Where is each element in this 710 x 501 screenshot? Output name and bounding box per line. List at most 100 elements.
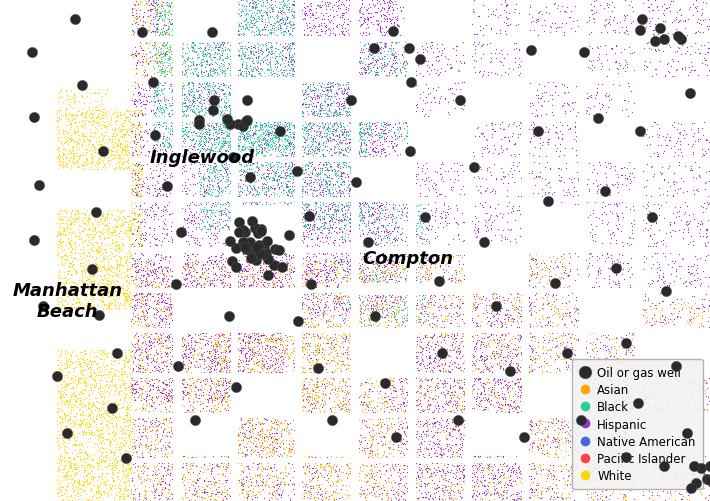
Point: [642, 104, 653, 112]
Point: [383, 425, 394, 433]
Point: [380, 254, 391, 262]
Point: [317, 347, 329, 355]
Point: [349, 475, 360, 483]
Point: [353, 212, 364, 220]
Point: [187, 180, 199, 188]
Point: [152, 95, 163, 103]
Point: [176, 87, 187, 95]
Point: [483, 332, 494, 340]
Point: [358, 398, 369, 406]
Point: [161, 284, 173, 292]
Point: [498, 286, 510, 294]
Point: [209, 481, 220, 489]
Point: [190, 390, 201, 398]
Point: [27, 382, 38, 390]
Point: [71, 189, 82, 197]
Point: [157, 60, 168, 68]
Point: [316, 189, 327, 197]
Point: [283, 6, 295, 14]
Point: [678, 225, 689, 233]
Point: [531, 113, 542, 121]
Point: [242, 310, 253, 318]
Point: [363, 125, 374, 133]
Point: [205, 222, 217, 230]
Point: [434, 99, 445, 107]
Point: [256, 339, 267, 347]
Point: [261, 169, 272, 177]
Point: [314, 102, 325, 110]
Point: [45, 101, 56, 109]
Point: [163, 62, 174, 70]
Point: [598, 198, 609, 206]
Point: [282, 352, 293, 360]
Point: [452, 279, 464, 287]
Point: [191, 479, 202, 487]
Point: [684, 367, 695, 375]
Point: [85, 292, 97, 300]
Point: [121, 249, 133, 257]
Point: [221, 220, 232, 228]
Point: [14, 231, 26, 239]
Point: [195, 220, 206, 228]
Point: [102, 436, 114, 444]
Point: [657, 298, 669, 306]
Point: [115, 404, 126, 412]
Point: [588, 11, 599, 19]
Point: [306, 60, 317, 68]
Point: [385, 140, 396, 148]
Point: [465, 324, 476, 332]
Bar: [131, 373, 710, 378]
Point: [209, 129, 221, 137]
Point: [287, 52, 298, 60]
Point: [239, 267, 251, 275]
Point: [684, 412, 696, 420]
Point: [305, 275, 317, 283]
Point: [478, 388, 489, 396]
Point: [148, 90, 160, 98]
Point: [418, 204, 430, 212]
Point: [116, 284, 128, 292]
Point: [490, 303, 501, 311]
Point: [135, 0, 146, 7]
Point: [345, 47, 356, 55]
Point: [545, 317, 556, 325]
Point: [141, 310, 153, 318]
Point: [246, 427, 258, 435]
Point: [475, 389, 486, 397]
Point: [465, 294, 476, 302]
Point: [320, 273, 332, 281]
Point: [400, 250, 411, 259]
Point: [101, 463, 112, 471]
Point: [413, 460, 425, 468]
Point: [679, 34, 690, 42]
Point: [349, 93, 360, 101]
Point: [135, 290, 146, 298]
Point: [419, 492, 430, 500]
Point: [103, 193, 114, 201]
Point: [229, 57, 240, 65]
Point: [343, 202, 354, 210]
Point: [253, 133, 265, 141]
Point: [336, 201, 347, 209]
Point: [363, 211, 374, 219]
Point: [289, 112, 300, 120]
Point: [235, 392, 246, 400]
Point: [100, 398, 111, 406]
Point: [314, 268, 325, 276]
Point: [150, 251, 161, 259]
Point: [291, 346, 302, 354]
Point: [273, 490, 284, 498]
Point: [340, 148, 351, 156]
Point: [152, 82, 163, 90]
Point: [141, 333, 153, 341]
Point: [31, 2, 42, 10]
Point: [0, 45, 6, 53]
Point: [6, 295, 17, 303]
Point: [210, 261, 222, 269]
Point: [360, 399, 371, 407]
Point: [297, 489, 308, 497]
Point: [351, 285, 363, 293]
Point: [621, 175, 632, 183]
Point: [290, 120, 302, 128]
Point: [455, 393, 466, 401]
